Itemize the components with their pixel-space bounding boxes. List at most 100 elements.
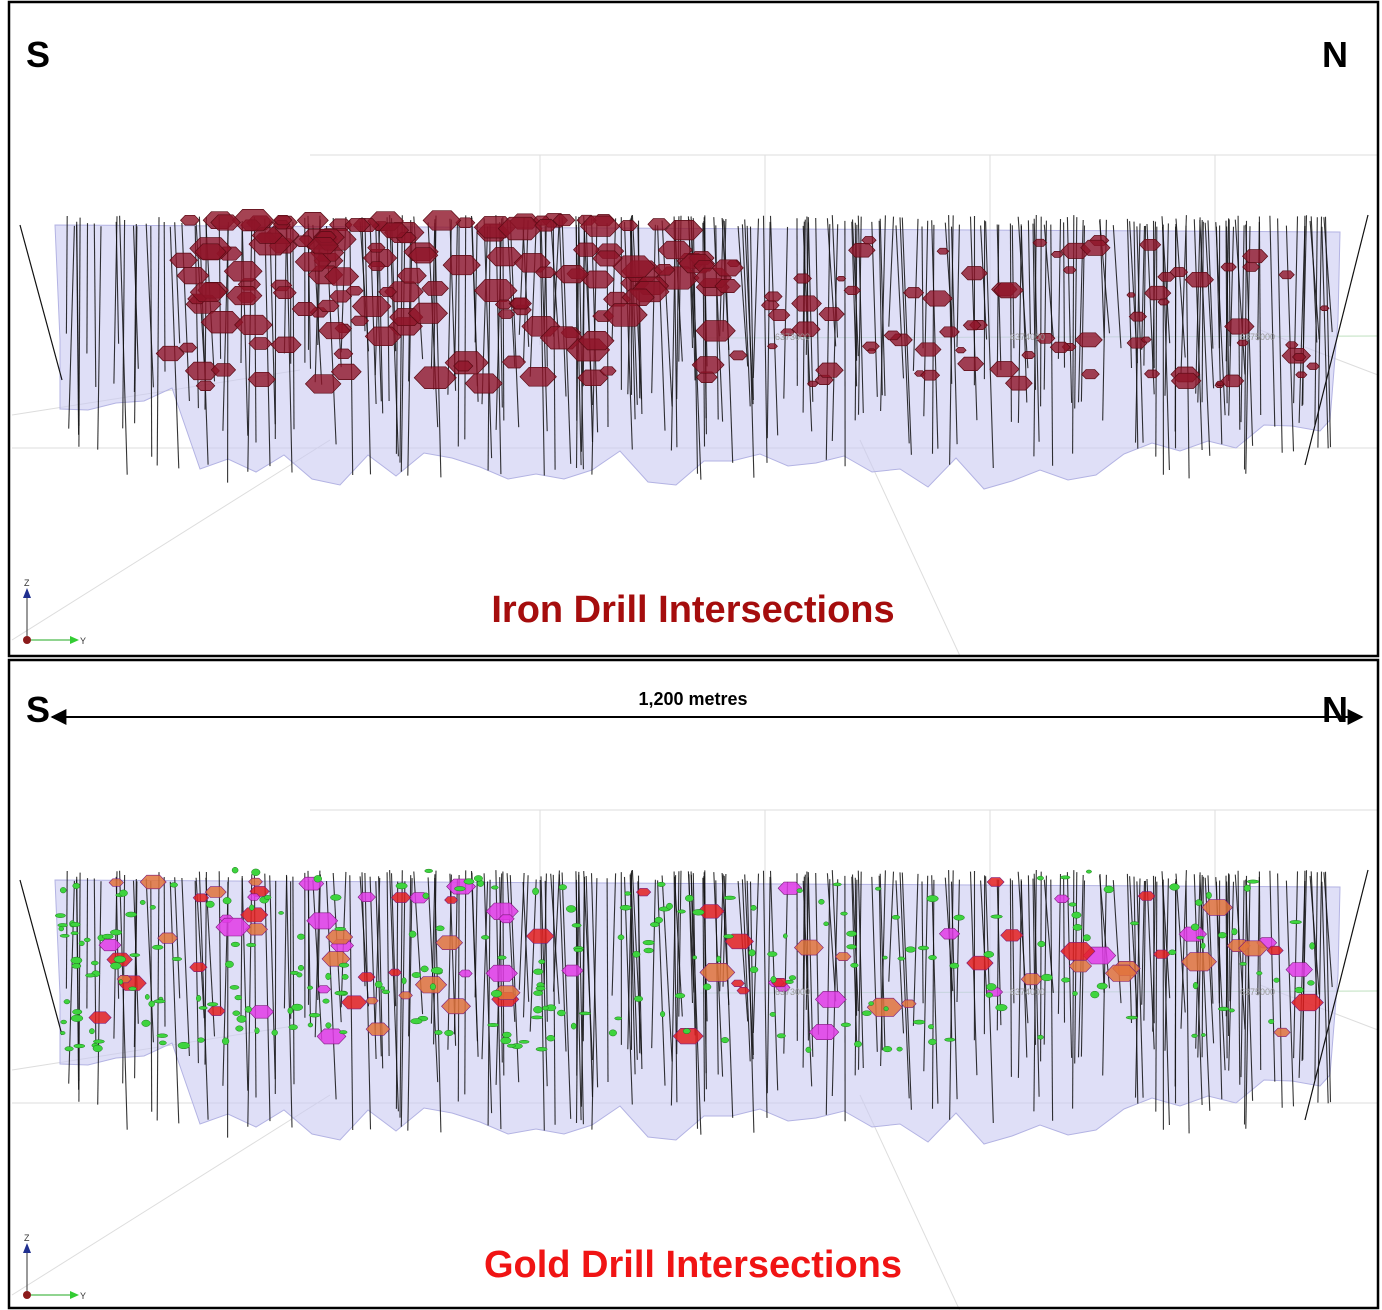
gold-intersection <box>142 1020 151 1027</box>
gold-intersection <box>1247 880 1259 883</box>
gold-intersection <box>1206 892 1211 899</box>
gold-intersection <box>317 986 331 993</box>
axis-y-arrow <box>70 1291 79 1299</box>
gold-intersection <box>430 984 435 990</box>
gold-intersection <box>950 963 959 968</box>
gold-intersection <box>1295 987 1304 993</box>
gold-intersection <box>499 915 515 923</box>
gold-intersection <box>396 883 407 889</box>
gold-intersection <box>1083 935 1090 941</box>
gold-intersection <box>264 895 271 899</box>
south-label: S <box>26 34 50 75</box>
gold-intersection <box>703 984 711 990</box>
gold-intersection <box>675 993 685 998</box>
gold-intersection <box>954 915 965 920</box>
iron-panel: 637300063740006375000ZYSNIron Drill Inte… <box>12 34 1378 656</box>
gold-intersection <box>1104 886 1114 893</box>
gold-intersection <box>110 930 121 935</box>
gold-intersection <box>1091 991 1099 998</box>
gold-intersection <box>749 950 756 957</box>
gold-intersection <box>339 1030 347 1033</box>
gold-intersection <box>326 973 331 980</box>
gold-intersection <box>246 943 256 947</box>
gold-intersection <box>841 1023 851 1027</box>
iron-intersection <box>1293 354 1306 361</box>
gold-intersection <box>519 1040 529 1043</box>
gold-intersection <box>129 987 137 991</box>
gold-intersection <box>1240 962 1247 965</box>
gold-intersection <box>233 1011 240 1016</box>
gold-intersection <box>918 946 929 950</box>
gold-intersection <box>1170 884 1180 891</box>
panel-title: Gold Drill Intersections <box>484 1244 902 1286</box>
gold-intersection <box>559 884 567 889</box>
drill-hole <box>1041 872 1042 1062</box>
gold-intersection <box>1257 971 1263 975</box>
gold-intersection <box>412 972 421 977</box>
gold-intersection <box>721 1037 729 1043</box>
gold-intersection <box>308 1023 313 1027</box>
gold-intersection <box>421 966 428 972</box>
gold-intersection <box>60 1031 65 1034</box>
gold-intersection <box>102 934 113 939</box>
gold-intersection <box>454 886 465 891</box>
gold-intersection <box>717 956 721 962</box>
axis-origin <box>23 636 31 644</box>
gold-intersection <box>789 976 796 981</box>
gold-intersection <box>846 931 856 936</box>
gold-intersection <box>335 991 347 995</box>
gold-intersection <box>984 951 994 957</box>
gold-intersection <box>58 923 68 927</box>
gold-intersection <box>245 1006 252 1012</box>
gold-intersection <box>178 1042 190 1049</box>
gold-intersection <box>892 915 900 919</box>
gold-intersection <box>833 883 841 886</box>
iron-intersection <box>1320 306 1329 311</box>
gold-intersection <box>824 922 829 926</box>
gold-intersection <box>1037 876 1043 880</box>
gold-intersection <box>236 1026 244 1031</box>
gold-intersection <box>409 931 416 938</box>
gold-intersection <box>1192 1034 1198 1038</box>
iron-intersection <box>963 321 981 330</box>
gold-intersection <box>666 903 672 909</box>
gold-intersection <box>1274 978 1280 983</box>
gold-intersection <box>797 889 803 893</box>
iron-intersection <box>1158 299 1169 305</box>
drill-hole <box>1175 879 1176 1087</box>
gold-intersection <box>539 960 545 964</box>
gold-intersection <box>1126 1016 1138 1019</box>
iron-intersection <box>1243 263 1260 272</box>
gold-intersection <box>615 1017 622 1020</box>
gold-intersection <box>93 1045 102 1052</box>
gold-intersection <box>693 956 697 960</box>
gold-intersection <box>71 932 79 935</box>
gold-intersection <box>119 979 123 984</box>
drill-hole <box>87 878 88 1008</box>
gold-intersection <box>1218 1007 1229 1011</box>
drill-hole <box>1175 224 1176 432</box>
gold-intersection <box>571 1023 576 1029</box>
gold-intersection <box>677 910 685 913</box>
gold-intersection <box>59 927 64 931</box>
page: 637300063740006375000ZYSNIron Drill Inte… <box>0 0 1382 1310</box>
gold-intersection <box>314 875 322 882</box>
gold-intersection <box>307 986 313 990</box>
gold-intersection <box>770 1012 776 1016</box>
iron-intersection <box>844 286 860 295</box>
gold-intersection <box>140 900 145 904</box>
iron-intersection <box>600 367 616 376</box>
iron-intersection <box>196 381 215 391</box>
gold-intersection <box>55 914 65 918</box>
gold-intersection <box>222 1038 229 1045</box>
gold-intersection <box>72 964 81 969</box>
gold-intersection <box>1310 943 1315 950</box>
gold-intersection <box>1232 928 1238 934</box>
gold-intersection <box>279 911 284 914</box>
gold-intersection <box>771 976 776 982</box>
gold-intersection <box>255 1028 260 1034</box>
iron-intersection <box>1158 273 1175 282</box>
gold-intersection <box>119 890 127 896</box>
iron-intersection <box>837 276 846 281</box>
iron-intersection <box>956 348 967 353</box>
